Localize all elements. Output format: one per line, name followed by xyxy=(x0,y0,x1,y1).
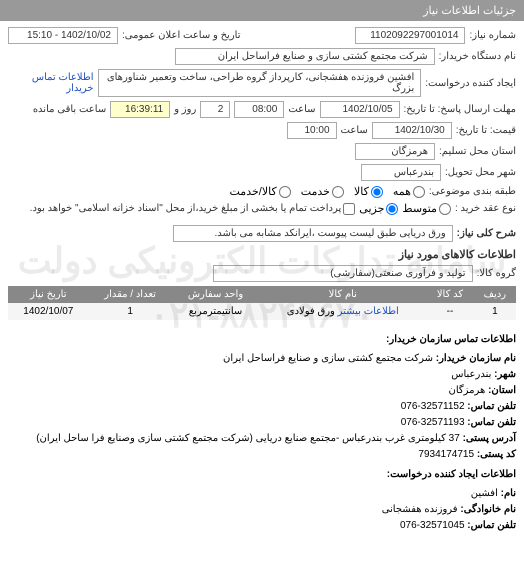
goods-section-title: اطلاعات کالاهای مورد نیاز xyxy=(8,248,516,261)
buy-type-label: نوع عقد خرید : xyxy=(455,203,516,214)
city-field: بندرعباس xyxy=(361,164,441,181)
table-header: تعداد / مقدار xyxy=(89,286,172,303)
days-label: روز و xyxy=(174,104,196,115)
form-area: شماره نیاز: 1102092297001014 تاریخ و ساع… xyxy=(0,21,524,326)
table-header: ردیف xyxy=(474,286,516,303)
category-radio-group: همه کالا خدمت کالا/خدمت xyxy=(230,185,425,198)
radio-goods[interactable] xyxy=(371,186,383,198)
province-label: استان محل تسلیم: xyxy=(439,146,516,157)
remaining-field: 16:39:11 xyxy=(110,101,170,118)
deadline-label: مهلت ارسال پاسخ: تا تاریخ: xyxy=(404,104,516,115)
goods-table: ردیفکد کالانام کالاواحد سفارشتعداد / مقد… xyxy=(8,286,516,320)
checkbox-payment[interactable] xyxy=(343,203,355,215)
goods-group-field: تولید و فرآوری صنعتی(سفارشی) xyxy=(213,265,473,282)
radio-sub[interactable] xyxy=(439,203,451,215)
time-label1: ساعت xyxy=(288,104,315,115)
date1-field: 1402/10/05 xyxy=(320,101,400,118)
device-name-label: نام دستگاه خریدار: xyxy=(439,51,516,62)
radio-all[interactable] xyxy=(413,186,425,198)
device-name-field: شرکت مجتمع کشتی سازی و صنایع فراساحل ایر… xyxy=(175,48,435,65)
table-header: واحد سفارش xyxy=(172,286,260,303)
table-row: 1--اطلاعات بیشتر ورق فولادیسانتیمترمربع1… xyxy=(8,303,516,320)
goods-group-label: گروه کالا: xyxy=(477,268,516,279)
quote-label: قیمت: تا تاریخ: xyxy=(456,125,516,136)
desc-label: شرح کلی نیاز: xyxy=(457,228,516,239)
table-header: نام کالا xyxy=(259,286,426,303)
table-header: تاریخ نیاز xyxy=(8,286,89,303)
header-title: جزئیات اطلاعات نیاز xyxy=(423,5,516,17)
province-field: هرمزگان xyxy=(355,143,435,160)
time-label2: ساعت xyxy=(341,125,368,136)
detail-link[interactable]: اطلاعات بیشتر xyxy=(338,306,399,317)
contact-section: اطلاعات تماس سازمان خریدار: نام سازمان خ… xyxy=(0,326,524,540)
time2-field: 10:00 xyxy=(287,122,337,139)
creator-title: اطلاعات ایجاد کننده درخواست: xyxy=(8,467,516,483)
radio-partial[interactable] xyxy=(386,203,398,215)
city-label: شهر محل تحویل: xyxy=(445,167,516,178)
announce-label: تاریخ و ساعت اعلان عمومی: xyxy=(122,30,241,41)
radio-goods-service[interactable] xyxy=(279,186,291,198)
group-label: طبقه بندی موضوعی: xyxy=(429,186,516,197)
requester-label: ایجاد کننده درخواست: xyxy=(425,78,516,89)
time1-field: 08:00 xyxy=(234,101,284,118)
contact-title: اطلاعات تماس سازمان خریدار: xyxy=(8,332,516,348)
remaining-label: ساعت باقی مانده xyxy=(33,104,106,115)
days-field: 2 xyxy=(200,101,230,118)
table-header: کد کالا xyxy=(426,286,474,303)
desc-field: ورق دریایی طبق لیست پیوست ،ایرانکد مشابه… xyxy=(173,225,453,242)
contact-link[interactable]: اطلاعات تماس خریدار xyxy=(8,72,94,94)
announce-field: 1402/10/02 - 15:10 xyxy=(8,27,118,44)
number-label: شماره نیاز: xyxy=(469,30,516,41)
page-header: جزئیات اطلاعات نیاز xyxy=(0,0,524,21)
requester-field: افشین فروزنده هفشجانی، کارپرداز گروه طرا… xyxy=(98,69,422,97)
date2-field: 1402/10/30 xyxy=(372,122,452,139)
radio-service[interactable] xyxy=(332,186,344,198)
number-field: 1102092297001014 xyxy=(355,27,465,44)
